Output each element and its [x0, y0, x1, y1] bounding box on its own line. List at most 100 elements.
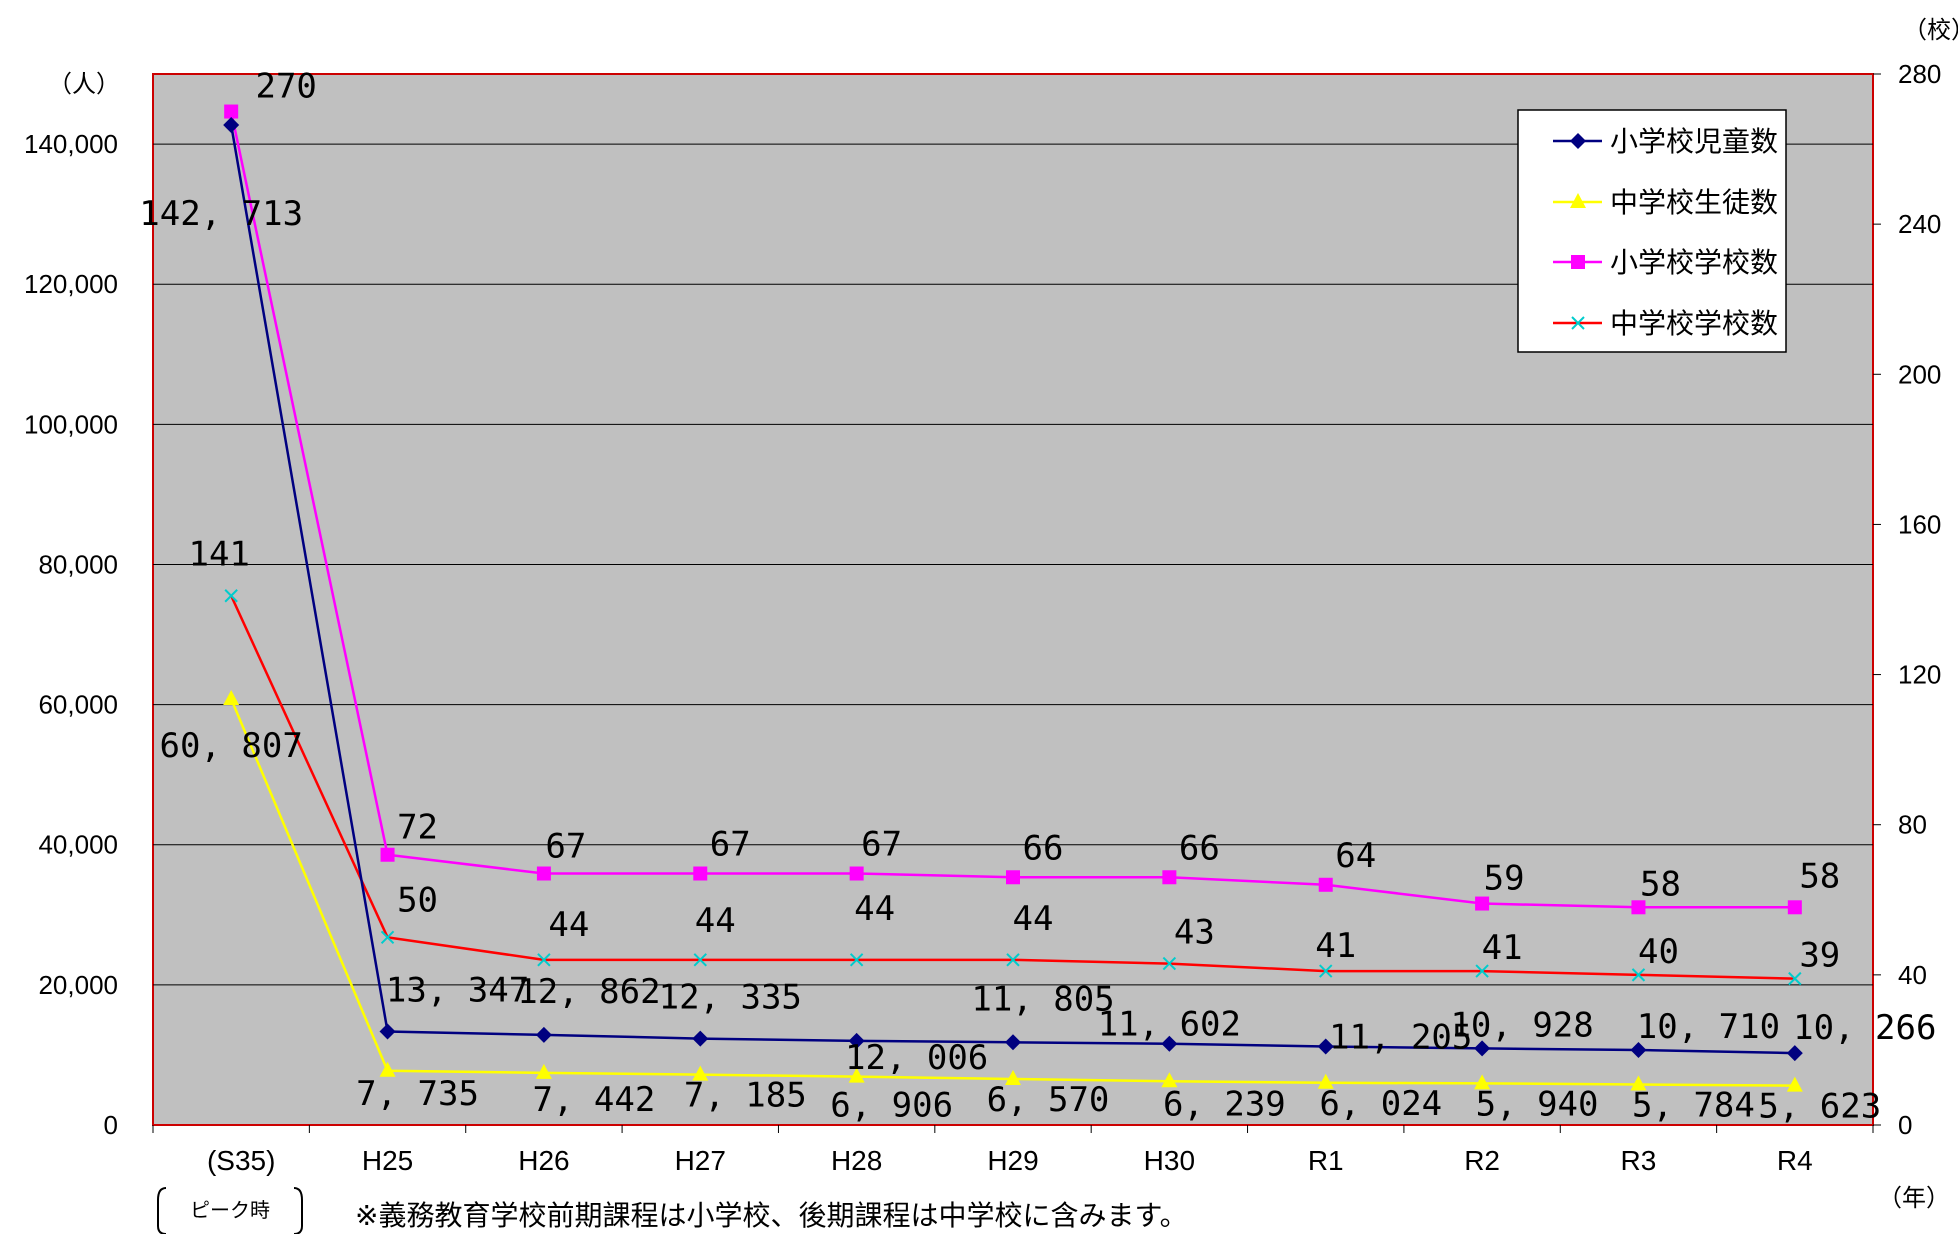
- data-label: 40: [1638, 932, 1679, 972]
- square-marker: [1006, 870, 1020, 885]
- data-label: 67: [545, 827, 586, 867]
- data-label: 5, 623: [1758, 1087, 1881, 1127]
- triangle-marker: [535, 1063, 552, 1079]
- data-label: 12, 862: [517, 972, 660, 1012]
- data-label: 6, 570: [987, 1080, 1110, 1120]
- data-label: 11, 602: [1098, 1005, 1241, 1045]
- legend-label: 中学校生徒数: [1610, 186, 1778, 219]
- left-tick-label: 140,000: [24, 129, 118, 159]
- data-label: 11, 805: [971, 979, 1114, 1019]
- data-label: 5, 940: [1476, 1084, 1599, 1124]
- x-marker: [1571, 316, 1585, 330]
- triangle-marker: [379, 1061, 396, 1077]
- left-tick-label: 0: [104, 1110, 118, 1140]
- right-tick-label: 200: [1898, 359, 1941, 389]
- triangle-marker: [692, 1065, 709, 1081]
- data-label: 67: [861, 825, 902, 865]
- data-label: 12, 006: [845, 1038, 988, 1078]
- diamond-marker: [1630, 1041, 1647, 1058]
- x-tick-label: H29: [987, 1145, 1038, 1176]
- x-tick-label: R2: [1464, 1145, 1500, 1176]
- triangle-marker: [1161, 1072, 1178, 1088]
- data-label: 41: [1482, 928, 1523, 968]
- diamond-marker: [379, 1023, 396, 1040]
- data-label: 6, 239: [1163, 1084, 1286, 1124]
- triangle-marker: [223, 689, 240, 705]
- legend-label: 小学校児童数: [1610, 125, 1778, 158]
- x-marker: [1631, 968, 1646, 982]
- peak-label: ピーク時: [190, 1198, 270, 1222]
- data-label: 66: [1023, 828, 1064, 868]
- data-label: 44: [548, 905, 589, 945]
- footnote: ※義務教育学校前期課程は小学校、後期課程は中学校に含みます。: [355, 1199, 1188, 1232]
- square-marker: [1571, 255, 1585, 269]
- data-label: 7, 185: [684, 1076, 807, 1116]
- square-marker: [1631, 900, 1646, 915]
- x-marker: [1475, 964, 1489, 978]
- data-label: 10, 710: [1637, 1007, 1780, 1047]
- triangle-marker: [1786, 1076, 1803, 1092]
- diamond-marker: [1474, 1040, 1491, 1057]
- legend-box: [1517, 109, 1787, 353]
- legend-label: 小学校学校数: [1610, 246, 1778, 279]
- left-tick-label: 120,000: [24, 269, 118, 299]
- data-label: 66: [1179, 828, 1220, 868]
- right-tick-label: 80: [1898, 810, 1927, 840]
- x-tick-label: R1: [1308, 1145, 1344, 1176]
- data-label: 64: [1335, 836, 1376, 876]
- square-marker: [849, 866, 864, 881]
- data-label: 7, 442: [532, 1080, 655, 1120]
- diamond-marker: [1005, 1034, 1021, 1051]
- data-label: 60, 807: [160, 726, 303, 766]
- left-tick-label: 80,000: [38, 549, 118, 579]
- x-marker: [849, 953, 864, 967]
- x-marker: [1006, 953, 1020, 967]
- x-marker: [380, 930, 395, 945]
- right-tick-label: 280: [1898, 59, 1941, 89]
- data-label: 7, 735: [356, 1074, 479, 1114]
- x-marker: [537, 953, 551, 967]
- square-marker: [1162, 870, 1177, 885]
- x-tick-label: H25: [362, 1145, 413, 1176]
- x-marker: [1319, 964, 1333, 978]
- right-axis: 0 40 80 120 160 200 240 280: [1873, 59, 1941, 1140]
- left-tick-label: 40,000: [38, 830, 118, 860]
- data-label: 44: [854, 889, 895, 929]
- data-label: 5, 784: [1632, 1085, 1755, 1125]
- data-label: 72: [397, 808, 438, 848]
- legend-label: 中学校学校数: [1610, 307, 1778, 340]
- square-marker: [380, 847, 395, 862]
- diamond-marker: [1161, 1035, 1178, 1052]
- diamond-marker: [692, 1030, 709, 1047]
- x-axis: (S35) H25 H26 H27 H28 H29 H30 R1 R2 R3 R4: [152, 1125, 1874, 1176]
- peak-bracket: ピーク時: [157, 1187, 303, 1234]
- right-tick-label: 120: [1898, 660, 1941, 690]
- square-marker: [224, 104, 239, 119]
- diamond-marker: [848, 1032, 865, 1049]
- right-tick-label: 240: [1898, 209, 1941, 239]
- right-tick-label: 160: [1898, 509, 1941, 539]
- series-3: [224, 589, 1802, 986]
- diamond-marker: [223, 117, 240, 134]
- data-label: 44: [695, 901, 736, 941]
- x-tick-label: H26: [518, 1145, 569, 1176]
- right-tick-label: 0: [1898, 1110, 1912, 1140]
- triangle-marker: [1570, 193, 1586, 208]
- square-marker: [1787, 900, 1802, 915]
- x-marker: [693, 953, 707, 967]
- data-label: 11, 205: [1329, 1017, 1472, 1057]
- triangle-marker: [1474, 1074, 1491, 1090]
- data-label: 43: [1174, 913, 1215, 953]
- left-axis: 0 20,000 40,000 60,000 80,000 100,000 120,000 1…: [24, 129, 118, 1140]
- data-label: 67: [710, 825, 751, 865]
- data-label: 10, 266: [1793, 1008, 1936, 1048]
- x-marker: [1788, 971, 1802, 986]
- x-tick-label: (S35): [207, 1145, 275, 1176]
- data-label: 141: [188, 535, 249, 575]
- series-1: [223, 689, 1803, 1092]
- data-label: 270: [255, 67, 316, 107]
- left-tick-label: 60,000: [38, 690, 118, 720]
- x-marker: [224, 589, 238, 603]
